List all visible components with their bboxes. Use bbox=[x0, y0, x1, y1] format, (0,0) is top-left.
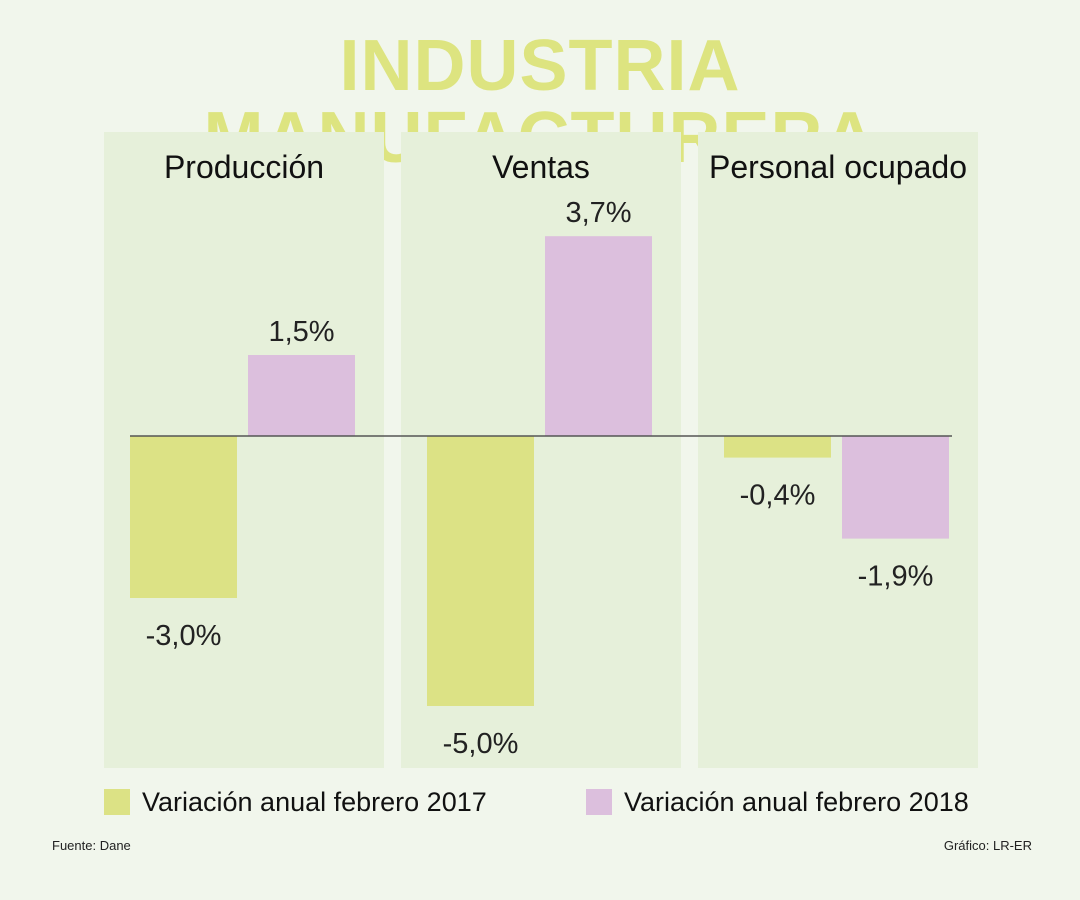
data-label: 3,7% bbox=[565, 197, 631, 229]
category-label: Ventas bbox=[492, 149, 590, 185]
source-note: Fuente: Dane bbox=[52, 838, 131, 853]
legend-item-2018: Variación anual febrero 2018 bbox=[586, 784, 969, 820]
bar bbox=[724, 436, 831, 458]
legend-swatch-2018 bbox=[586, 789, 612, 815]
category-label: Personal ocupado bbox=[709, 149, 967, 185]
data-label: -3,0% bbox=[146, 620, 222, 652]
legend-label-2018: Variación anual febrero 2018 bbox=[624, 786, 969, 817]
bar bbox=[427, 436, 534, 706]
data-label: -0,4% bbox=[740, 480, 816, 512]
category-label: Producción bbox=[164, 149, 324, 185]
bar bbox=[130, 436, 237, 598]
data-label: 1,5% bbox=[268, 316, 334, 348]
credit-note: Gráfico: LR-ER bbox=[943, 838, 1032, 853]
data-label: -1,9% bbox=[858, 561, 934, 593]
data-label: -5,0% bbox=[443, 728, 519, 760]
bar bbox=[842, 436, 949, 539]
bar bbox=[545, 236, 652, 436]
legend-item-2017: Variación anual febrero 2017 bbox=[104, 784, 487, 820]
legend-swatch-2017 bbox=[104, 789, 130, 815]
legend-label-2017: Variación anual febrero 2017 bbox=[142, 786, 487, 817]
bar bbox=[248, 355, 355, 436]
